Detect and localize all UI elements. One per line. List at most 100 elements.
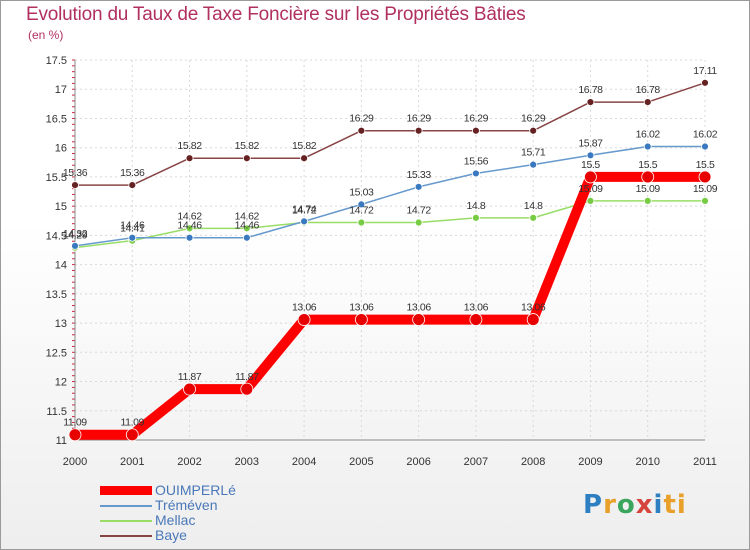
data-label: 14.32 bbox=[63, 228, 88, 240]
data-label: 16.02 bbox=[693, 129, 718, 141]
data-point bbox=[529, 160, 538, 169]
chart-subtitle: (en %) bbox=[28, 28, 64, 42]
data-point bbox=[701, 142, 709, 151]
legend-label: Tréméven bbox=[155, 497, 218, 513]
data-label: 15.09 bbox=[578, 183, 603, 195]
data-label: 15.71 bbox=[521, 147, 546, 159]
data-label: 15.82 bbox=[292, 140, 317, 152]
data-label: 15.36 bbox=[120, 167, 145, 179]
data-label: 15.87 bbox=[578, 137, 603, 149]
data-label: 15.82 bbox=[235, 140, 260, 152]
data-point bbox=[297, 313, 311, 326]
data-point bbox=[469, 313, 483, 326]
data-label: 14.62 bbox=[235, 210, 260, 222]
data-point bbox=[529, 126, 538, 135]
data-point bbox=[125, 428, 139, 442]
logo-letter: x bbox=[635, 490, 654, 520]
data-point bbox=[412, 313, 426, 326]
series-line bbox=[74, 145, 705, 247]
data-point bbox=[472, 213, 480, 222]
x-tick-label: 2003 bbox=[235, 456, 259, 468]
data-point bbox=[68, 428, 82, 442]
data-point bbox=[698, 170, 712, 184]
x-tick-label: 2005 bbox=[349, 456, 373, 468]
data-label: 14.8 bbox=[524, 200, 543, 212]
data-label: 11.87 bbox=[235, 371, 259, 383]
data-label: 16.78 bbox=[578, 84, 603, 96]
series-line bbox=[75, 82, 706, 186]
data-label: 14.46 bbox=[177, 220, 202, 232]
data-point bbox=[185, 154, 194, 163]
data-point bbox=[584, 170, 597, 184]
data-label: 15.5 bbox=[638, 159, 657, 171]
data-label: 15.5 bbox=[696, 159, 715, 171]
data-point bbox=[526, 313, 540, 326]
data-label: 14.8 bbox=[466, 200, 485, 212]
y-tick-label: 16 bbox=[55, 143, 67, 155]
x-tick-label: 2008 bbox=[521, 456, 545, 468]
legend-item: OUIMPERLé bbox=[100, 483, 236, 498]
y-tick-label: 17.5 bbox=[46, 55, 67, 67]
x-tick-label: 2007 bbox=[464, 456, 488, 468]
data-point bbox=[414, 182, 423, 191]
data-label: 13.06 bbox=[292, 302, 317, 314]
series-line bbox=[75, 171, 705, 440]
x-tick-label: 2010 bbox=[635, 456, 659, 468]
data-point bbox=[643, 196, 652, 205]
data-label: 11.09 bbox=[63, 417, 87, 429]
data-point bbox=[472, 169, 480, 178]
data-label: 14.72 bbox=[292, 205, 317, 217]
logo-letter: i bbox=[653, 490, 664, 520]
data-point bbox=[242, 233, 251, 242]
chart-title: Evolution du Taux de Taxe Foncière sur l… bbox=[26, 4, 526, 25]
y-tick-label: 12 bbox=[55, 377, 67, 389]
logo-letter: r bbox=[603, 490, 617, 520]
data-label: 15.5 bbox=[581, 159, 600, 171]
series-line bbox=[74, 200, 705, 249]
data-label: 15.09 bbox=[693, 183, 718, 195]
logo-letter: P bbox=[583, 490, 604, 520]
data-point bbox=[185, 224, 194, 233]
data-label: 11.87 bbox=[178, 371, 202, 383]
logo-letter: ti bbox=[663, 490, 687, 520]
data-label: 13.06 bbox=[349, 302, 374, 314]
y-tick-label: 15.5 bbox=[46, 172, 67, 184]
data-point bbox=[586, 196, 595, 205]
data-label: 16.29 bbox=[406, 113, 431, 125]
data-label: 16.29 bbox=[349, 113, 374, 125]
x-tick-label: 2006 bbox=[406, 456, 430, 468]
legend-item: Tréméven bbox=[100, 498, 236, 513]
data-point bbox=[242, 154, 251, 163]
y-tick-label: 13 bbox=[55, 318, 67, 330]
data-label: 17.11 bbox=[693, 65, 717, 77]
data-point bbox=[641, 170, 655, 184]
data-label: 16.78 bbox=[636, 84, 661, 96]
data-label: 14.72 bbox=[406, 205, 431, 217]
data-label: 14.62 bbox=[177, 210, 202, 222]
legend-swatch bbox=[100, 504, 152, 507]
data-label: 14.74 bbox=[292, 203, 317, 215]
y-tick-label: 11.5 bbox=[46, 406, 67, 418]
x-tick-label: 2009 bbox=[578, 456, 602, 468]
legend-label: Mellac bbox=[155, 512, 196, 528]
data-label: 14.46 bbox=[120, 220, 145, 232]
data-point bbox=[354, 313, 368, 326]
legend-label: Baye bbox=[155, 527, 187, 543]
y-tick-label: 13.5 bbox=[46, 289, 67, 301]
y-tick-label: 14.5 bbox=[46, 230, 67, 242]
proxiti-logo: Proxiti bbox=[583, 490, 687, 520]
data-label: 15.82 bbox=[177, 140, 202, 152]
y-tick-label: 16.5 bbox=[46, 113, 67, 125]
data-label: 15.09 bbox=[636, 183, 661, 195]
x-tick-label: 2011 bbox=[693, 456, 717, 468]
data-label: 14.41 bbox=[120, 223, 145, 235]
data-point bbox=[300, 154, 308, 163]
data-label: 14.29 bbox=[63, 230, 88, 242]
data-point bbox=[300, 217, 308, 226]
x-tick-label: 2002 bbox=[177, 456, 201, 468]
data-label: 16.29 bbox=[521, 113, 546, 125]
data-label: 14.72 bbox=[349, 205, 374, 217]
legend-swatch bbox=[100, 534, 152, 537]
